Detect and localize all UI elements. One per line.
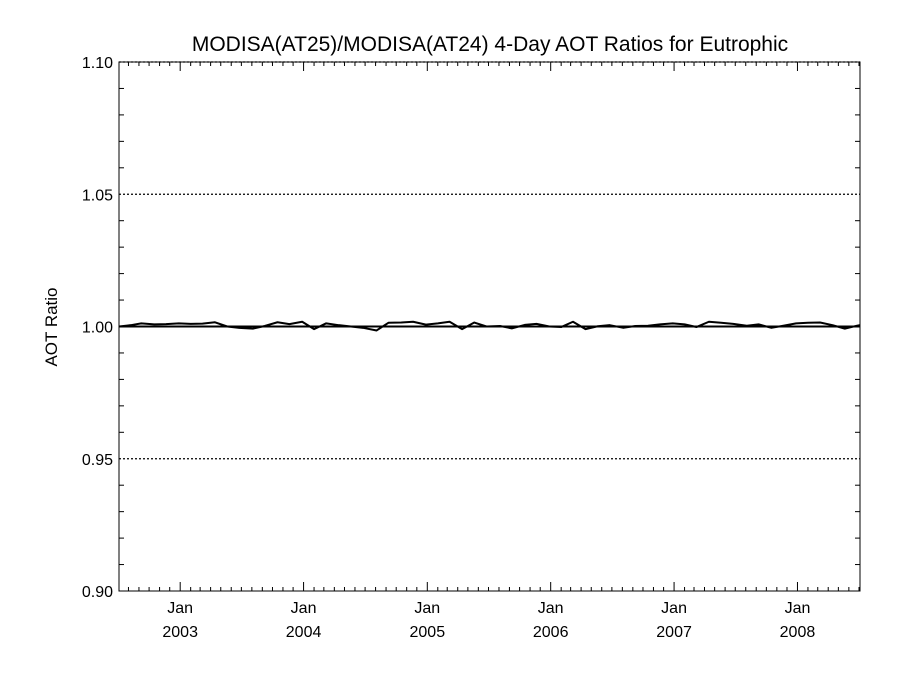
axis-ticks [119,62,860,591]
x-tick-month-label: Jan [538,600,564,617]
x-tick-month-label: Jan [661,600,687,617]
plot-frame [118,61,861,592]
x-tick-month-label: Jan [167,600,193,617]
tick-labels: 0.90 0.95 1.00 1.05 1.10 Jan 2003 Jan 2004 Jan 200… [82,55,816,641]
x-tick-month-label: Jan [291,600,317,617]
x-tick-year-label: 2008 [780,624,816,641]
y-tick-label: 1.10 [82,55,113,72]
y-tick-label: 0.90 [82,584,113,601]
x-tick-month-label: Jan [785,600,811,617]
series-layer [119,320,860,332]
y-tick-label: 1.00 [82,320,113,337]
x-tick-month-label: Jan [414,600,440,617]
x-tick-year-label: 2004 [286,624,322,641]
gridlines [119,61,860,460]
chart-title: MODISA(AT25)/MODISA(AT24) 4-Day AOT Rati… [192,33,788,56]
y-tick-label: 0.95 [82,452,113,469]
series-line [119,320,860,332]
x-tick-year-label: 2007 [656,624,692,641]
x-tick-year-label: 2005 [410,624,446,641]
x-tick-year-label: 2006 [533,624,569,641]
y-axis-label: AOT Ratio [42,287,61,366]
x-tick-year-label: 2003 [162,624,198,641]
y-tick-label: 1.05 [82,187,113,204]
